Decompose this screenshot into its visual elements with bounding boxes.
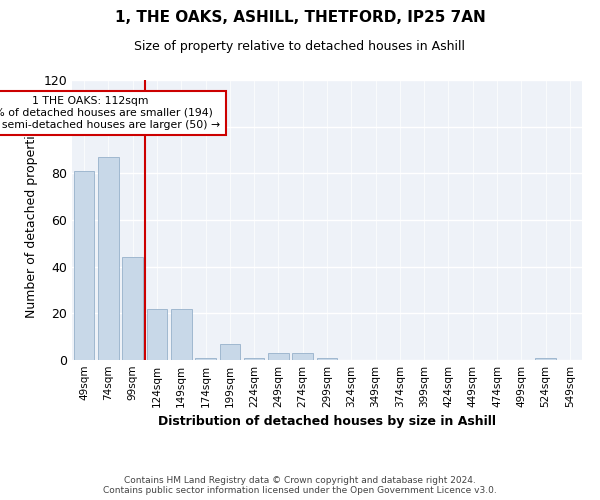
Bar (292, 353, 313, 360)
Text: Contains HM Land Registry data © Crown copyright and database right 2024.
Contai: Contains HM Land Registry data © Crown c… (103, 476, 497, 495)
Bar (535, 358, 556, 360)
Bar (195, 358, 216, 360)
Text: Size of property relative to detached houses in Ashill: Size of property relative to detached ho… (134, 40, 466, 53)
Bar (98, 157, 119, 360)
X-axis label: Distribution of detached houses by size in Ashill: Distribution of detached houses by size … (158, 416, 496, 428)
Bar (220, 344, 240, 360)
Bar (74, 171, 94, 360)
Bar (171, 308, 191, 360)
Bar (146, 308, 167, 360)
Text: 1, THE OAKS, ASHILL, THETFORD, IP25 7AN: 1, THE OAKS, ASHILL, THETFORD, IP25 7AN (115, 10, 485, 25)
Text: 1 THE OAKS: 112sqm
← 79% of detached houses are smaller (194)
20% of semi-detach: 1 THE OAKS: 112sqm ← 79% of detached hou… (0, 96, 220, 130)
Y-axis label: Number of detached properties: Number of detached properties (25, 122, 38, 318)
Bar (317, 358, 337, 360)
Bar (122, 258, 143, 360)
Bar (268, 353, 289, 360)
Bar (244, 358, 265, 360)
